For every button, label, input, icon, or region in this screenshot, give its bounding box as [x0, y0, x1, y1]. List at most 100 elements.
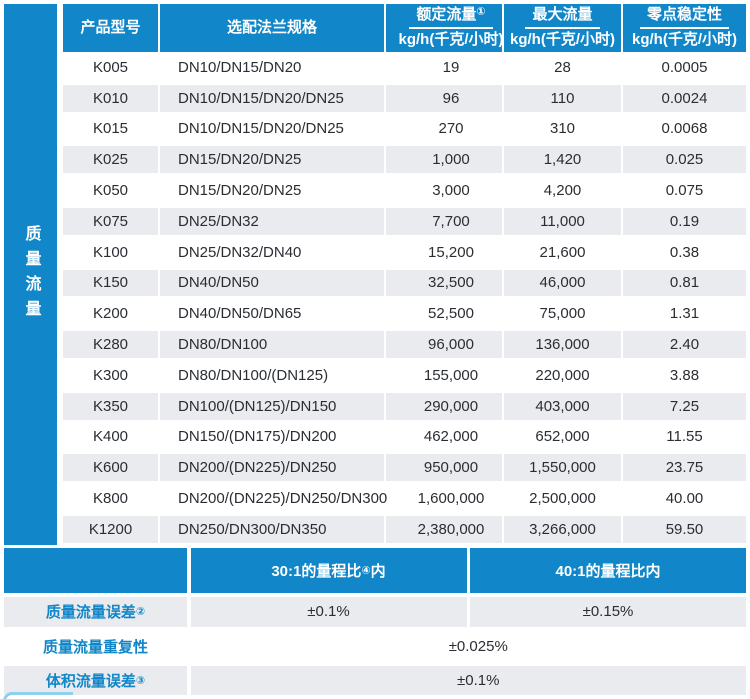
cell-model: K200 — [92, 305, 129, 323]
range-header-40: 40:1的量程比内 — [470, 548, 746, 593]
table-row: K300 DN80/DN100/(DN125) 155,000 220,000 … — [63, 360, 746, 391]
spec-table: 产品型号 选配法兰规格 额定流量① kg/h(千克/小时) 最大流量 kg/h(… — [63, 4, 746, 545]
cell-zero-stability: 1.31 — [669, 305, 700, 323]
table-header-row: 产品型号 选配法兰规格 额定流量① kg/h(千克/小时) 最大流量 kg/h(… — [63, 4, 746, 52]
cell-flange: DN10/DN15/DN20/DN25 — [178, 120, 344, 138]
footnote-4-marker: ④ — [361, 565, 371, 577]
cell-model: K300 — [92, 366, 129, 384]
cell-zero-stability: 2.40 — [623, 329, 746, 360]
volume-error-value: ±0.1% — [190, 665, 746, 695]
cell-flange: DN80/DN100 — [160, 329, 384, 360]
footnote-2-marker: ② — [135, 606, 146, 619]
cell-max-flow: 46,000 — [504, 267, 621, 299]
cell-zero-stability: 0.0068 — [661, 120, 708, 138]
cell-rated-flow: 2,380,000 — [386, 513, 502, 545]
left-category-band: 质量流量 — [4, 4, 57, 545]
mass-flow-error-label: 质量流量误差 ② — [4, 597, 187, 627]
cell-rated-flow: 32,500 — [386, 267, 502, 299]
col-header-max-flow: 最大流量 kg/h(千克/小时) — [504, 4, 621, 52]
table-row: K015 DN10/DN15/DN20/DN25 270 310 0.0068 — [63, 114, 746, 145]
cell-zero-stability: 11.55 — [666, 428, 703, 446]
range-header-row: 30:1的量程比 ④ 内 40:1的量程比内 — [4, 548, 746, 593]
cell-max-flow: 110 — [504, 82, 621, 114]
cell-flange: DN10/DN15/DN20 — [178, 58, 302, 76]
cell-model: K150 — [63, 267, 158, 299]
table-row: K280 DN80/DN100 96,000 136,000 2.40 — [63, 329, 746, 360]
cell-max-flow: 21,600 — [539, 243, 586, 261]
repeatability-label: 质量流量重复性 — [42, 638, 148, 656]
cell-flange: DN40/DN50 — [160, 267, 384, 299]
cell-rated-flow: 96 — [386, 82, 502, 114]
left-band-label: 质量流量 — [22, 224, 40, 325]
cell-max-flow: 11,000 — [504, 205, 621, 237]
cell-rated-flow: 96,000 — [386, 329, 502, 360]
cell-flange: DN15/DN20/DN25 — [178, 182, 302, 200]
cell-model: K350 — [63, 390, 158, 422]
volume-error-row: 体积流量误差 ③ ±0.1% — [4, 665, 746, 695]
cell-zero-stability: 0.025 — [623, 144, 746, 176]
cell-model: K050 — [92, 182, 129, 200]
volume-error-label: 体积流量误差 ③ — [4, 665, 187, 695]
cell-rated-flow: 15,200 — [428, 243, 474, 261]
range-header-30: 30:1的量程比 ④ 内 — [190, 548, 467, 593]
cell-model: K400 — [92, 428, 129, 446]
cell-rated-flow: 7,700 — [386, 205, 502, 237]
col-header-zero-stability: 零点稳定性 kg/h(千克/小时) — [623, 4, 746, 52]
footnote-1-marker: ① — [476, 6, 486, 19]
table-row: K150 DN40/DN50 32,500 46,000 0.81 — [63, 267, 746, 299]
mass-flow-error-40: ±0.15% — [470, 597, 746, 627]
table-row: K075 DN25/DN32 7,700 11,000 0.19 — [63, 205, 746, 237]
cell-model: K025 — [63, 144, 158, 176]
cell-flange: DN100/(DN125)/DN150 — [160, 390, 384, 422]
cell-flange: DN150/(DN175)/DN200 — [178, 428, 337, 446]
cell-zero-stability: 0.19 — [623, 205, 746, 237]
cell-zero-stability: 0.075 — [665, 182, 704, 200]
max-flow-unit: kg/h(千克/小时) — [510, 31, 615, 48]
repeatability-value: ±0.025% — [448, 637, 508, 655]
table-row: K025 DN15/DN20/DN25 1,000 1,420 0.025 — [63, 144, 746, 176]
cell-flange: DN15/DN20/DN25 — [160, 144, 384, 176]
cell-rated-flow: 1,600,000 — [417, 490, 485, 508]
cell-model: K800 — [92, 490, 129, 508]
cell-max-flow: 1,420 — [504, 144, 621, 176]
cell-zero-stability: 40.00 — [665, 490, 704, 508]
mass-flow-error-30: ±0.1% — [190, 597, 467, 627]
cell-zero-stability: 0.81 — [623, 267, 746, 299]
cell-model: K010 — [63, 82, 158, 114]
repeatability-row: 质量流量重复性 ±0.025% — [4, 630, 746, 663]
cell-max-flow: 3,266,000 — [504, 513, 621, 545]
cell-flange: DN80/DN100/(DN125) — [178, 366, 329, 384]
cell-rated-flow: 290,000 — [386, 390, 502, 422]
footnote-3-marker: ③ — [135, 674, 146, 687]
cell-max-flow: 2,500,000 — [529, 490, 596, 508]
cell-max-flow: 310 — [549, 120, 576, 138]
rated-flow-unit: kg/h(千克/小时) — [398, 31, 504, 48]
table-row: K600 DN200/(DN225)/DN250 950,000 1,550,0… — [63, 452, 746, 484]
cell-zero-stability: 3.88 — [669, 366, 700, 384]
cell-model: K015 — [92, 120, 129, 138]
cell-rated-flow: 52,500 — [428, 305, 474, 323]
col-header-flange: 选配法兰规格 — [160, 4, 384, 52]
cell-model: K075 — [63, 205, 158, 237]
cell-zero-stability: 0.38 — [669, 243, 700, 261]
cell-flange: DN200/(DN225)/DN250/DN300 — [178, 490, 388, 508]
table-row: K1200 DN250/DN300/DN350 2,380,000 3,266,… — [63, 513, 746, 545]
table-row: K050 DN15/DN20/DN25 3,000 4,200 0.075 — [63, 175, 746, 206]
cell-max-flow: 220,000 — [535, 366, 590, 384]
cell-rated-flow: 270 — [438, 120, 464, 138]
col-header-model: 产品型号 — [63, 4, 158, 52]
zero-stability-unit: kg/h(千克/小时) — [632, 31, 737, 48]
cell-flange: DN40/DN50/DN65 — [178, 305, 302, 323]
cell-max-flow: 1,550,000 — [504, 452, 621, 484]
cell-flange: DN25/DN32/DN40 — [178, 243, 302, 261]
accuracy-section: 30:1的量程比 ④ 内 40:1的量程比内 质量流量误差 ② ±0.1% ±0.15… — [4, 548, 746, 698]
table-row: K010 DN10/DN15/DN20/DN25 96 110 0.0024 — [63, 82, 746, 114]
range-header-spacer — [4, 548, 187, 593]
cell-max-flow: 4,200 — [543, 182, 582, 200]
cell-max-flow: 403,000 — [504, 390, 621, 422]
table-row: K350 DN100/(DN125)/DN150 290,000 403,000… — [63, 390, 746, 422]
cell-flange: DN200/(DN225)/DN250 — [160, 452, 384, 484]
cell-max-flow: 652,000 — [535, 428, 590, 446]
cell-model: K280 — [63, 329, 158, 360]
